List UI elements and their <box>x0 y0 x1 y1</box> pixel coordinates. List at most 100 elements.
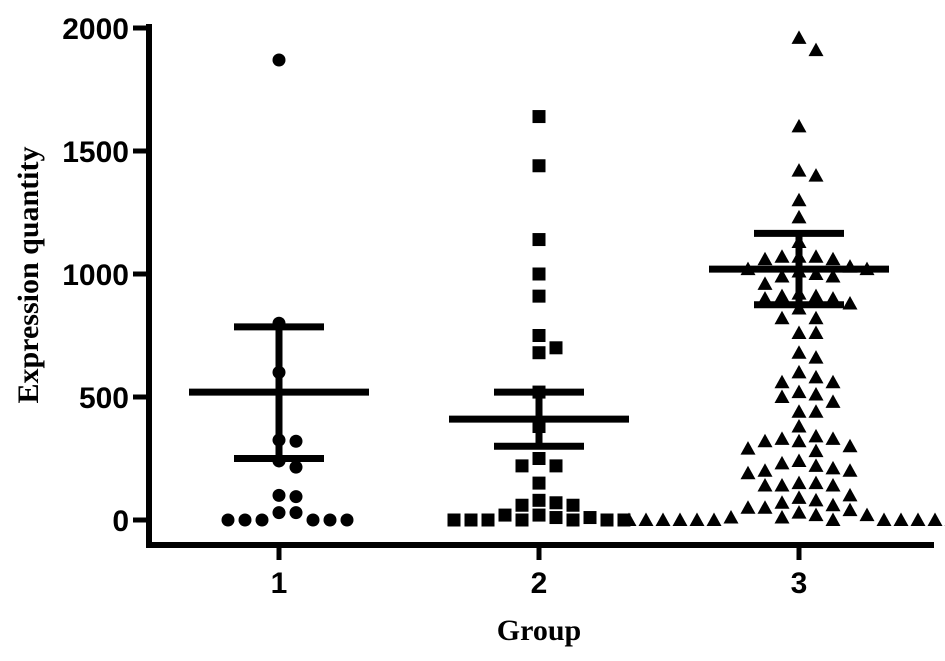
x-tick-label: 2 <box>531 567 548 600</box>
data-point-triangle <box>723 510 739 524</box>
data-point-triangle <box>808 387 824 401</box>
data-point-triangle <box>757 251 773 266</box>
data-point-triangle <box>876 512 892 526</box>
data-point-triangle <box>757 276 773 290</box>
data-point-triangle <box>774 455 790 470</box>
data-point-triangle <box>774 310 790 325</box>
data-point-triangle <box>842 463 858 477</box>
data-point-triangle <box>791 209 807 224</box>
data-point-square <box>532 329 546 342</box>
data-point-triangle <box>808 288 824 303</box>
data-point-circle <box>272 488 286 502</box>
data-point-triangle <box>808 443 824 458</box>
data-point-triangle <box>808 428 824 443</box>
data-point-triangle <box>825 394 841 408</box>
data-point-triangle <box>808 42 824 57</box>
data-point-circle <box>289 434 303 448</box>
data-point-triangle <box>774 495 790 509</box>
data-point-triangle <box>774 249 790 263</box>
x-tick-label: 3 <box>791 567 808 600</box>
data-point-square <box>532 493 546 507</box>
data-point-triangle <box>689 512 705 526</box>
data-point-circle <box>289 460 303 474</box>
data-point-triangle <box>791 404 807 418</box>
data-point-square <box>566 513 580 527</box>
data-point-square <box>532 267 546 281</box>
data-point-square <box>549 511 563 525</box>
data-point-triangle <box>791 192 807 207</box>
data-point-triangle <box>655 512 671 526</box>
data-point-triangle <box>791 475 807 490</box>
data-point-triangle <box>808 168 824 182</box>
data-point-triangle <box>740 500 756 514</box>
data-point-triangle <box>893 512 909 526</box>
data-point-triangle <box>791 163 807 177</box>
data-point-triangle <box>757 291 773 305</box>
data-point-square <box>532 159 546 173</box>
data-point-square <box>515 459 529 473</box>
data-point-triangle <box>791 453 807 467</box>
data-point-circle <box>289 506 303 520</box>
data-point-triangle <box>910 512 926 526</box>
data-point-square <box>481 513 495 527</box>
data-point-triangle <box>808 266 824 280</box>
data-point-square <box>549 459 563 473</box>
data-point-triangle <box>774 389 790 403</box>
data-point-triangle <box>774 431 790 445</box>
data-point-triangle <box>791 30 807 44</box>
data-point-triangle <box>842 296 858 310</box>
data-point-triangle <box>757 433 773 448</box>
data-point-triangle <box>808 507 824 522</box>
data-point-triangle <box>757 500 773 514</box>
data-point-triangle <box>791 384 807 399</box>
data-point-square <box>583 511 597 525</box>
data-point-triangle <box>791 325 807 340</box>
data-point-triangle <box>825 512 841 526</box>
y-tick-label: 1000 <box>62 259 129 292</box>
data-point-square <box>447 513 461 527</box>
data-point-triangle <box>740 465 756 480</box>
data-point-square <box>532 289 546 303</box>
data-point-circle <box>272 506 286 520</box>
data-point-triangle <box>757 463 773 477</box>
y-axis-title: Expression quantity <box>12 146 45 403</box>
x-ticks: 1 2 3 <box>271 545 808 600</box>
y-tick-label: 2000 <box>62 13 129 46</box>
data-point-triangle <box>825 268 841 283</box>
data-point-triangle <box>825 374 841 389</box>
error-bars <box>189 229 889 462</box>
data-point-circle <box>255 513 269 527</box>
data-point-square <box>566 498 580 512</box>
data-point-triangle <box>706 512 722 526</box>
y-ticks: 0 500 1000 1500 2000 <box>62 13 149 538</box>
data-point-triangle <box>825 431 841 445</box>
data-point-triangle <box>808 310 824 325</box>
data-point-triangle <box>825 460 841 475</box>
data-point-triangle <box>808 492 824 507</box>
data-point-triangle <box>808 325 824 340</box>
data-point-square <box>549 341 563 355</box>
data-point-triangle <box>774 288 790 303</box>
data-point-square <box>532 346 546 360</box>
data-point-triangle <box>808 458 824 472</box>
data-point-square <box>549 496 563 510</box>
data-point-square <box>532 508 546 522</box>
data-point-circle <box>238 513 252 527</box>
data-point-square <box>532 233 546 247</box>
data-point-triangle <box>791 419 807 433</box>
data-point-triangle <box>927 512 943 526</box>
data-point-square <box>515 513 529 527</box>
data-point-triangle <box>825 497 841 512</box>
data-point-triangle <box>808 475 824 490</box>
data-point-triangle <box>825 251 841 266</box>
data-point-triangle <box>740 441 756 455</box>
data-point-circle <box>221 513 235 527</box>
data-point-circle <box>272 53 286 67</box>
data-point-triangle <box>825 478 841 492</box>
data-point-triangle <box>808 249 824 263</box>
data-point-triangle <box>672 512 688 526</box>
data-point-triangle <box>638 512 654 526</box>
data-point-square <box>532 110 546 124</box>
data-point-triangle <box>791 433 807 448</box>
